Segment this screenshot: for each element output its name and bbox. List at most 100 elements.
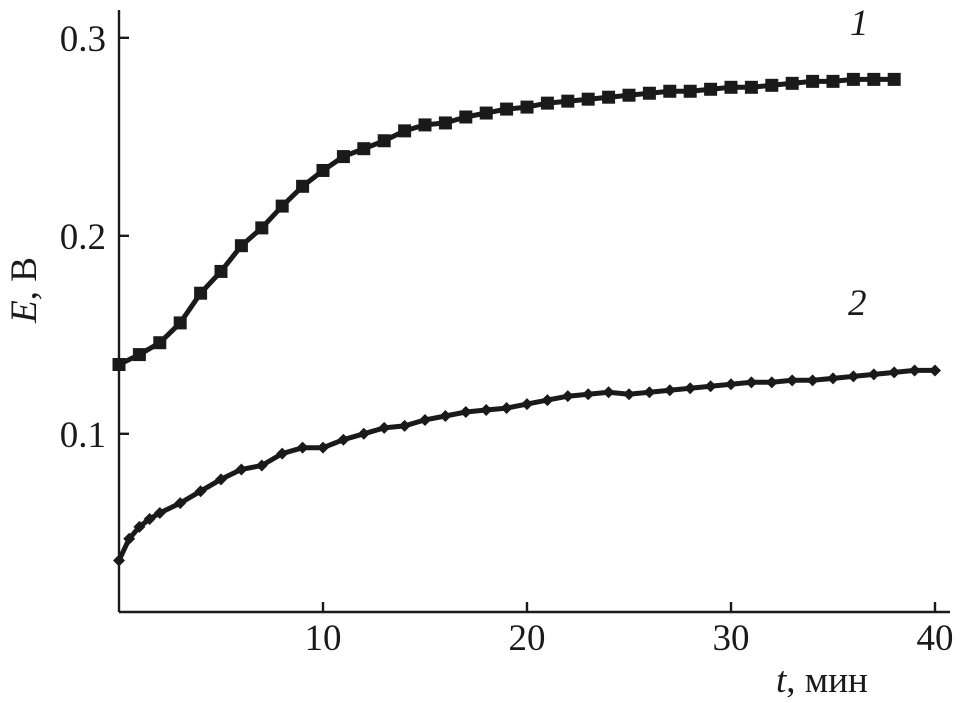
series-2-point-1 bbox=[123, 532, 136, 545]
series-1-point-1 bbox=[132, 348, 146, 362]
series-2-point-29 bbox=[663, 384, 676, 397]
series-2-point-24 bbox=[561, 390, 574, 403]
axes bbox=[117, 10, 950, 614]
series-2-point-31 bbox=[704, 380, 717, 393]
series-1-point-15 bbox=[418, 118, 432, 132]
series-2-point-2 bbox=[133, 520, 146, 533]
series-2-point-22 bbox=[521, 398, 533, 411]
series-2-point-28 bbox=[643, 386, 656, 399]
x-axis-unit: , мин bbox=[786, 660, 868, 701]
series-2-point-40 bbox=[888, 366, 901, 379]
series-2-point-21 bbox=[500, 402, 513, 415]
y-axis-label: E, В bbox=[4, 257, 45, 324]
series-layer bbox=[112, 72, 941, 567]
series-1-point-3 bbox=[173, 316, 187, 330]
series-1-point-11 bbox=[336, 150, 350, 164]
series-2-point-16 bbox=[398, 419, 411, 432]
series-2-point-10 bbox=[276, 447, 289, 460]
series-1-point-24 bbox=[602, 90, 616, 104]
series-2-point-18 bbox=[439, 409, 452, 422]
series-2-point-23 bbox=[541, 394, 554, 407]
series-2-point-26 bbox=[602, 386, 615, 399]
series-2-point-17 bbox=[419, 413, 431, 426]
x-tick-label-20: 20 bbox=[509, 618, 546, 659]
series-1-point-34 bbox=[806, 74, 820, 88]
series-2-point-7 bbox=[215, 473, 227, 486]
series-1-point-27 bbox=[663, 84, 677, 98]
series-2-point-12 bbox=[317, 441, 329, 454]
series-1-point-5 bbox=[214, 264, 228, 278]
series-1-point-6 bbox=[234, 239, 248, 253]
series-2-point-25 bbox=[582, 388, 595, 401]
series-1-point-4 bbox=[194, 286, 208, 300]
series-1-point-7 bbox=[255, 221, 269, 235]
series-2-point-34 bbox=[765, 376, 778, 389]
series-2 bbox=[113, 364, 941, 567]
x-axis-symbol: t bbox=[776, 660, 788, 701]
series-2-point-27 bbox=[623, 388, 635, 401]
series-1-label: 1 bbox=[850, 3, 869, 44]
series-1-point-29 bbox=[704, 82, 718, 96]
series-1-point-28 bbox=[683, 84, 697, 98]
series-2-point-37 bbox=[827, 372, 839, 385]
series-1-line bbox=[116, 76, 897, 367]
series-2-point-19 bbox=[459, 406, 472, 419]
series-1-point-26 bbox=[642, 86, 656, 100]
series-2-point-33 bbox=[745, 376, 758, 389]
series-2-point-14 bbox=[357, 427, 370, 440]
series-2-point-9 bbox=[255, 459, 268, 472]
series-2-point-41 bbox=[908, 364, 921, 377]
series-2-point-36 bbox=[806, 374, 819, 387]
series-2-point-30 bbox=[684, 382, 697, 395]
y-ticks: 0.1 0.2 0.3 bbox=[60, 19, 129, 456]
series-1-point-13 bbox=[377, 134, 391, 148]
series-1-point-8 bbox=[275, 199, 289, 213]
series-1-point-36 bbox=[846, 72, 860, 86]
y-tick-label-0.1: 0.1 bbox=[60, 415, 106, 456]
series-1-point-10 bbox=[316, 163, 330, 177]
series-1-point-2 bbox=[153, 336, 167, 350]
series-1-point-31 bbox=[744, 80, 758, 94]
series-2-point-11 bbox=[296, 441, 309, 454]
series-1 bbox=[112, 72, 901, 371]
x-tick-label-30: 30 bbox=[713, 618, 750, 659]
x-ticks: 10 20 30 40 bbox=[305, 602, 954, 659]
y-tick-label-0.2: 0.2 bbox=[60, 217, 106, 258]
series-1-point-32 bbox=[765, 78, 779, 92]
series-1-point-19 bbox=[500, 102, 514, 116]
series-2-point-5 bbox=[174, 497, 187, 510]
series-1-point-17 bbox=[459, 110, 473, 124]
series-2-point-0 bbox=[113, 554, 125, 567]
series-1-point-23 bbox=[581, 92, 595, 106]
series-1-point-30 bbox=[724, 80, 738, 94]
series-2-point-15 bbox=[378, 421, 391, 434]
series-1-point-35 bbox=[826, 74, 840, 88]
series-2-label: 2 bbox=[848, 283, 867, 324]
series-1-point-18 bbox=[479, 106, 493, 120]
series-1-point-37 bbox=[867, 72, 881, 86]
series-2-point-20 bbox=[480, 404, 493, 417]
series-1-point-14 bbox=[398, 124, 412, 138]
series-2-point-6 bbox=[194, 485, 207, 498]
series-1-point-25 bbox=[622, 88, 636, 102]
series-1-point-12 bbox=[357, 142, 371, 156]
y-axis-symbol: E bbox=[4, 300, 45, 324]
series-2-point-3 bbox=[143, 512, 156, 525]
series-1-point-0 bbox=[112, 358, 126, 371]
series-2-point-13 bbox=[337, 433, 350, 446]
x-tick-label-10: 10 bbox=[305, 618, 342, 659]
x-tick-label-40: 40 bbox=[917, 618, 954, 659]
y-tick-label-0.3: 0.3 bbox=[60, 19, 106, 60]
series-1-point-33 bbox=[785, 76, 799, 90]
series-2-point-35 bbox=[786, 374, 799, 387]
series-1-point-21 bbox=[540, 96, 554, 110]
series-2-point-38 bbox=[847, 370, 860, 383]
y-axis-unit: , В bbox=[4, 257, 45, 300]
series-1-point-22 bbox=[561, 94, 575, 108]
x-axis-label: t, мин bbox=[776, 660, 868, 701]
series-1-point-16 bbox=[438, 116, 452, 130]
series-2-point-4 bbox=[153, 507, 166, 519]
series-2-point-8 bbox=[235, 463, 248, 476]
series-2-point-32 bbox=[725, 378, 737, 391]
